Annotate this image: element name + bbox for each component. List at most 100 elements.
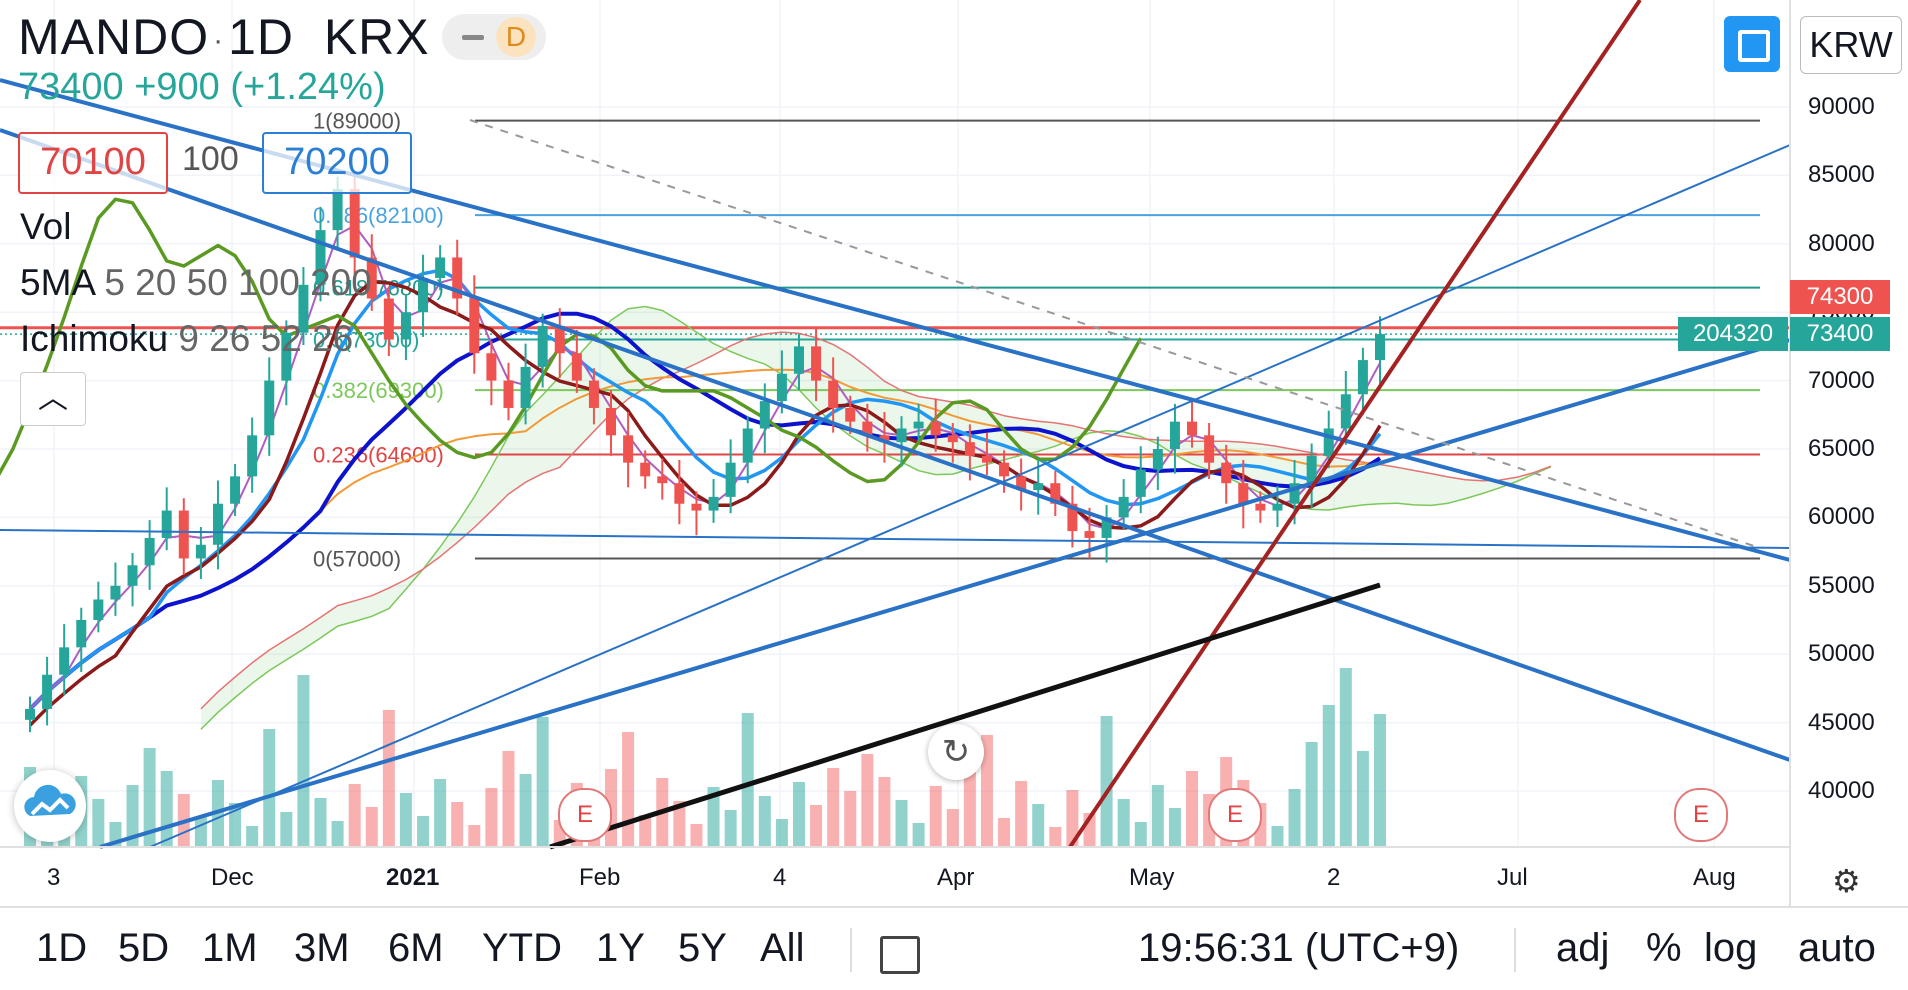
candle-body (418, 278, 429, 313)
fullscreen-button[interactable] (1724, 16, 1780, 72)
candle-body (1238, 483, 1249, 504)
candle-body (793, 346, 804, 374)
volume-tag: 204320 (1678, 317, 1788, 351)
collapse-legend-button[interactable]: ︿ (20, 372, 86, 426)
volume-bar (399, 793, 412, 847)
toolbar-divider (850, 928, 852, 972)
candle-body (42, 674, 53, 709)
calendar-icon[interactable] (880, 936, 920, 974)
delay-badge: D (496, 17, 536, 57)
candle-body (811, 346, 822, 381)
indicator-ichimoku[interactable]: Ichimoku 9 26 52 26 (20, 318, 353, 360)
trend-line-flat (0, 529, 1791, 549)
candle-body (178, 510, 189, 559)
candle-body (913, 421, 924, 429)
range-5d[interactable]: 5D (118, 926, 170, 970)
time-axis-label: 3 (47, 864, 61, 891)
volume-bar (92, 799, 105, 847)
earnings-marker[interactable]: E (1208, 788, 1262, 842)
minus-icon (462, 35, 484, 40)
auto-toggle[interactable]: auto (1798, 926, 1876, 970)
price-axis-label: 40000 (1808, 777, 1875, 804)
range-3m[interactable]: 3M (294, 926, 350, 970)
tradingview-logo-button[interactable] (14, 770, 86, 842)
time-axis-label: Feb (579, 864, 621, 891)
range-1m[interactable]: 1M (202, 926, 258, 970)
volume-bar (382, 710, 395, 847)
high-price-tag: 74300 (1790, 280, 1890, 314)
candle-body (981, 455, 992, 463)
kijun-line (28, 280, 1382, 727)
candle-body (366, 257, 377, 299)
candle-body (930, 421, 941, 436)
candle-body (400, 312, 411, 340)
reset-icon: ↻ (941, 733, 971, 771)
fib-label: 1(89000) (313, 109, 401, 134)
volume-bar (160, 771, 173, 847)
fib-label: 0(57000) (313, 546, 401, 571)
volume-bar (878, 777, 891, 847)
volume-bar (314, 798, 327, 847)
volume-bar (810, 805, 823, 847)
candle-body (1169, 421, 1180, 449)
volume-bar (1186, 771, 1199, 847)
ichimoku-params: 9 26 52 26 (178, 318, 354, 359)
price-change: 73400 +900 (+1.24%) (18, 66, 386, 108)
candle-body (1340, 394, 1351, 429)
gear-icon[interactable]: ⚙ (1832, 863, 1861, 899)
candle-body (486, 353, 497, 381)
percent-toggle[interactable]: % (1646, 926, 1682, 970)
clock-time[interactable]: 19:56:31 (UTC+9) (1138, 926, 1460, 970)
candle-body (571, 353, 582, 381)
separator-dot: · (213, 23, 225, 57)
volume-bar (297, 675, 310, 847)
indicator-vol[interactable]: Vol (20, 206, 71, 248)
bid-price[interactable]: 70100 (18, 132, 168, 194)
volume-bar (468, 825, 481, 847)
earnings-marker[interactable]: E (558, 788, 612, 842)
range-1d[interactable]: 1D (36, 926, 88, 970)
volume-bar (434, 779, 447, 847)
trend-line-red (1068, 0, 1642, 849)
volume-bar (536, 717, 549, 847)
candle-body (332, 189, 343, 231)
indicator-ma[interactable]: 5MA 5 20 50 100 200 (20, 262, 372, 304)
bottom-toolbar: 1D 5D 1M 3M 6M YTD 1Y 5Y All 19:56:31 (U… (0, 906, 1908, 990)
data-badge[interactable]: D (442, 14, 546, 60)
chikou-span (0, 197, 1143, 484)
candle-body (144, 537, 155, 566)
candle-body (503, 380, 514, 408)
adj-toggle[interactable]: adj (1556, 926, 1610, 970)
range-1y[interactable]: 1Y (596, 926, 645, 970)
candle-body (623, 435, 634, 463)
volume-bar (365, 807, 378, 847)
volume-bar (946, 809, 959, 847)
time-axis-label: Jul (1497, 864, 1528, 891)
candle-body (281, 332, 292, 381)
ticker-title[interactable]: MANDO ·1D KRX (18, 8, 430, 66)
range-5y[interactable]: 5Y (678, 926, 727, 970)
volume-bar (417, 816, 430, 847)
volume-bar (775, 819, 788, 847)
volume-bar (827, 768, 840, 847)
ask-price[interactable]: 70200 (262, 132, 412, 194)
range-6m[interactable]: 6M (388, 926, 444, 970)
currency-button[interactable]: KRW (1800, 16, 1902, 74)
ichimoku-cloud (200, 306, 1551, 730)
volume-bar (485, 788, 498, 847)
time-axis-label: 2021 (386, 864, 440, 891)
time-axis-label: Dec (211, 864, 254, 891)
range-all[interactable]: All (760, 926, 805, 970)
candle-body (947, 435, 958, 443)
ma-label: 5MA (20, 262, 95, 303)
range-ytd[interactable]: YTD (482, 926, 562, 970)
earnings-marker[interactable]: E (1674, 788, 1728, 842)
volume-bar (1305, 742, 1318, 847)
reset-chart-button[interactable]: ↻ (928, 724, 984, 780)
candle-body (298, 284, 309, 333)
candle-body (537, 325, 548, 367)
candle-body (195, 544, 206, 559)
chevron-up-icon: ︿ (38, 382, 68, 415)
log-toggle[interactable]: log (1704, 926, 1758, 970)
candle-body (845, 407, 856, 422)
